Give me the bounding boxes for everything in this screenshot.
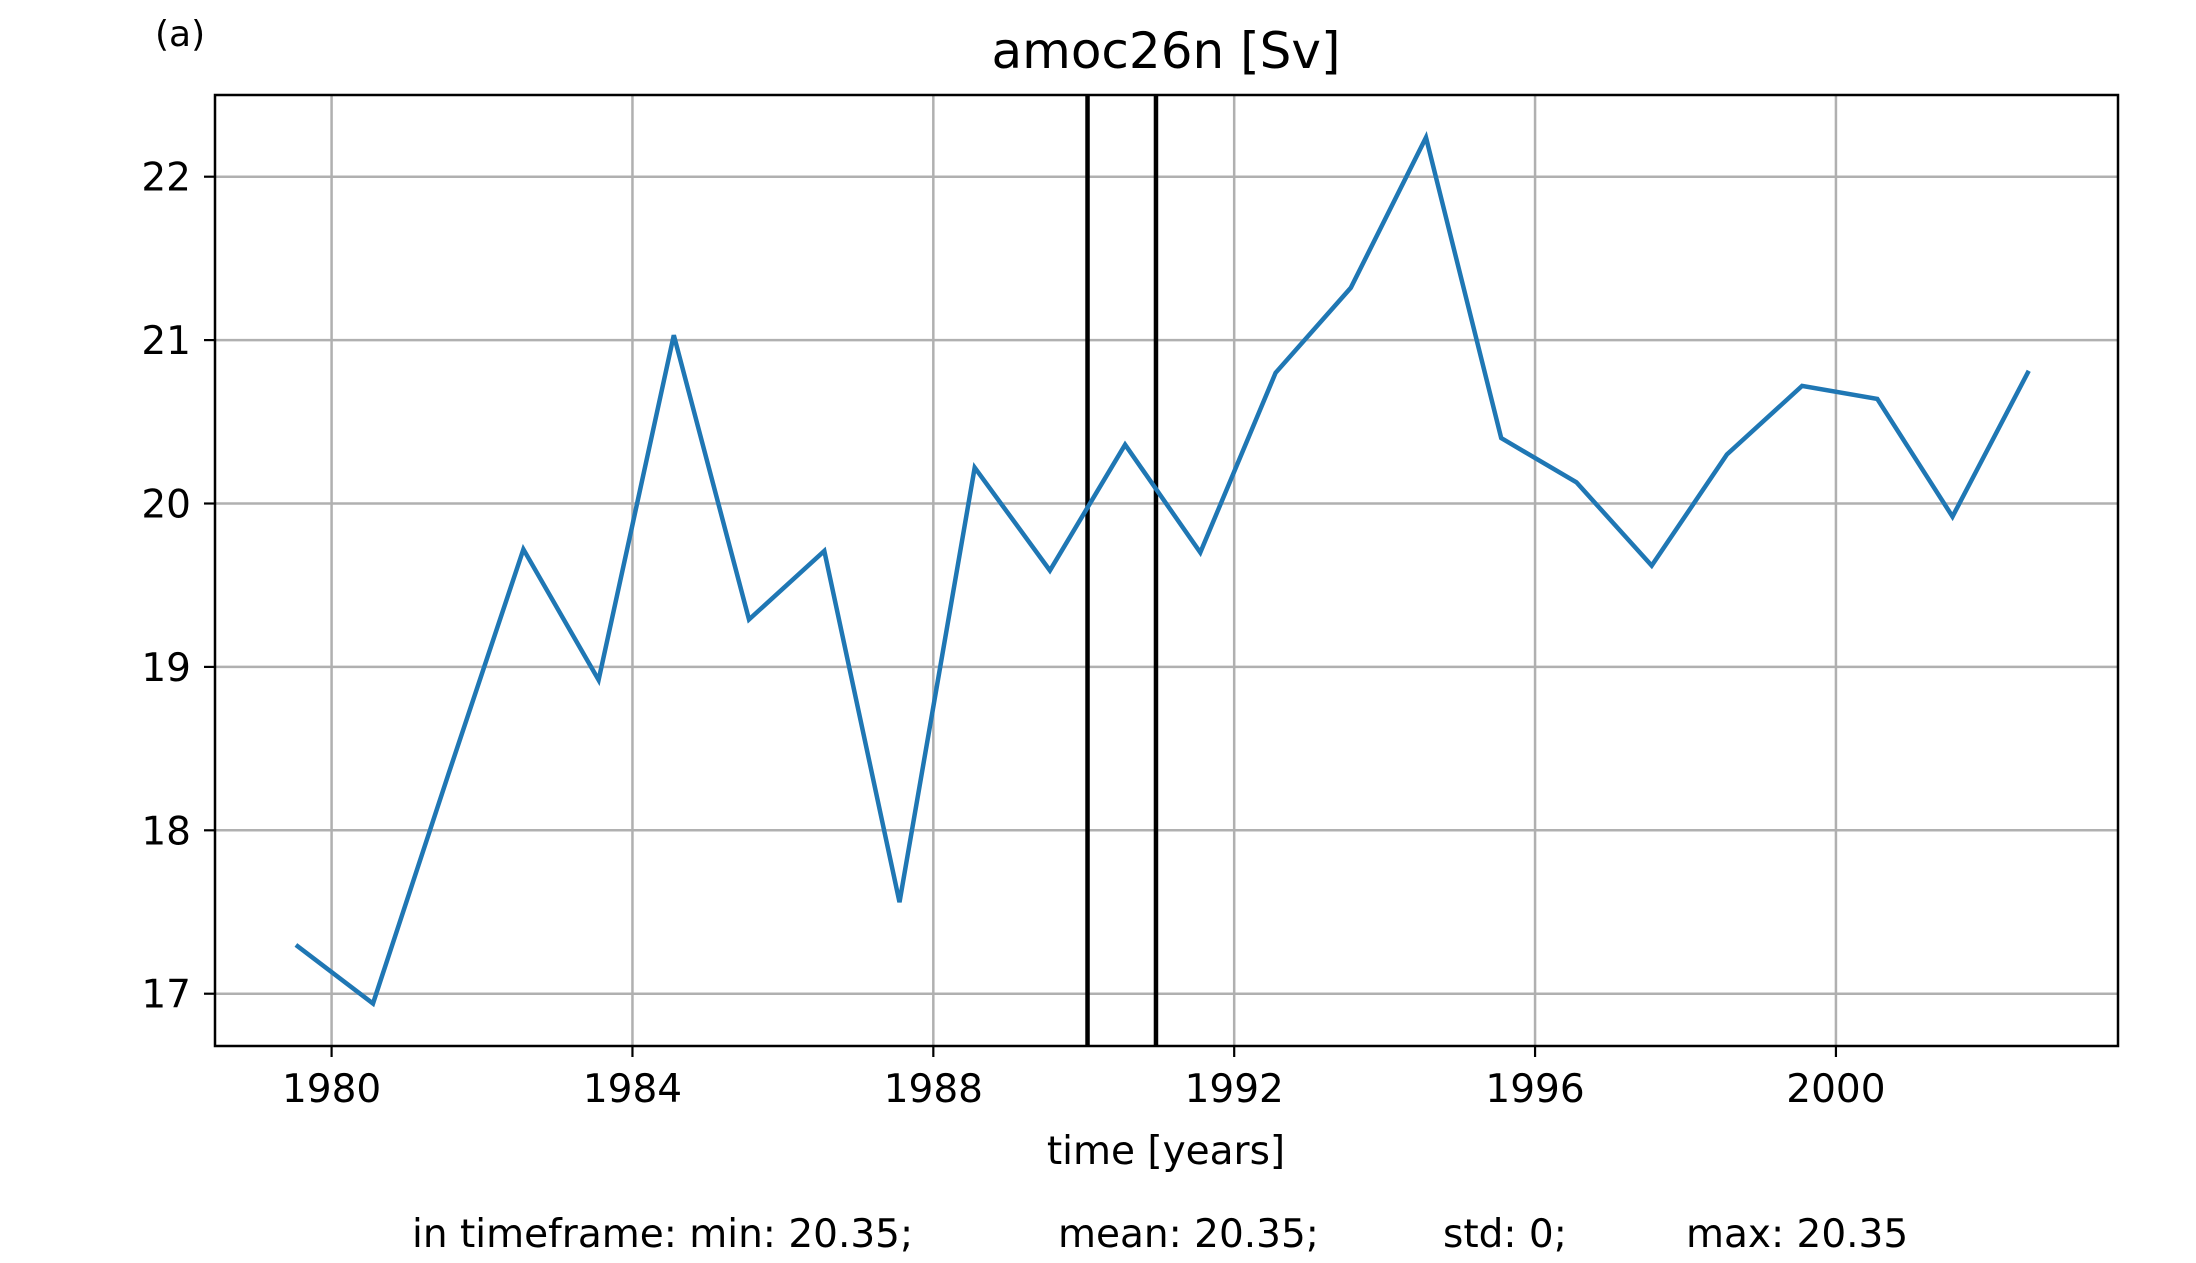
x-tick-label: 2000 <box>1786 1067 1885 1112</box>
stat-min: in timeframe: min: 20.35; <box>412 1212 913 1257</box>
x-tick-label: 1988 <box>884 1067 983 1112</box>
grid <box>215 95 2118 1046</box>
series-line <box>294 131 2031 1008</box>
stat-max: max: 20.35 <box>1686 1212 1908 1257</box>
chart-title: amoc26n [Sv] <box>992 22 1341 80</box>
y-tick-label: 22 <box>141 156 191 201</box>
x-tick-label: 1992 <box>1185 1067 1284 1112</box>
y-tick-label: 20 <box>141 483 191 528</box>
plot-frame <box>213 93 2120 1048</box>
axis-ticks: 1980 1984 1988 1992 1996 2000 17 18 19 20 21 22 <box>141 156 1885 1112</box>
y-tick-label: 17 <box>141 973 191 1018</box>
stat-mean: mean: 20.35; <box>1058 1212 1319 1257</box>
stat-std: std: 0; <box>1443 1212 1567 1257</box>
panel-label: (a) <box>155 14 205 55</box>
x-axis-label: time [years] <box>1047 1129 1285 1174</box>
reference-lines <box>1085 95 1159 1046</box>
y-tick-label: 18 <box>141 809 191 854</box>
y-tick-label: 21 <box>141 319 191 364</box>
series-layer <box>294 131 2031 1008</box>
y-tick-label: 19 <box>141 646 191 691</box>
x-tick-label: 1996 <box>1485 1067 1584 1112</box>
x-tick-label: 1980 <box>282 1067 381 1112</box>
x-tick-label: 1984 <box>583 1067 682 1112</box>
